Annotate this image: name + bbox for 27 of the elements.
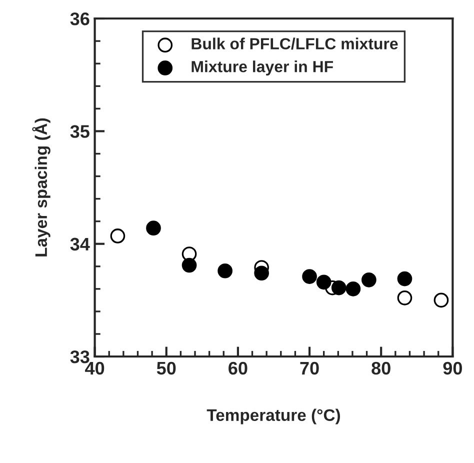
y-tick-label: 36 — [70, 12, 90, 26]
point — [218, 263, 232, 278]
x-tick-label: 50 — [156, 362, 176, 375]
x-tick-label: 90 — [443, 362, 462, 375]
x-tick-label: 60 — [228, 362, 248, 375]
legend-label: Mixture layer in HF — [192, 60, 333, 76]
point — [397, 271, 412, 286]
point — [110, 228, 126, 244]
point — [316, 274, 332, 290]
y-tick-label: 34 — [70, 238, 90, 251]
point — [146, 220, 161, 236]
y-axis-title: Layer spacing (Å) — [32, 118, 50, 256]
point — [331, 280, 346, 296]
x-tick-label: 80 — [372, 362, 390, 375]
point — [346, 281, 361, 296]
point — [434, 292, 449, 308]
legend-label: Bulk of PFLC/LFLC mixture — [192, 38, 398, 50]
point — [362, 272, 376, 288]
point — [254, 266, 269, 281]
x-axis-title: Temperature (°C) — [206, 408, 340, 424]
x-tick-label: 40 — [85, 362, 104, 375]
y-tick-label: 35 — [70, 125, 90, 138]
point — [397, 290, 412, 306]
point — [302, 269, 317, 284]
x-tick-label: 70 — [300, 362, 319, 375]
point — [182, 258, 197, 273]
y-tick-label: 33 — [70, 350, 90, 364]
